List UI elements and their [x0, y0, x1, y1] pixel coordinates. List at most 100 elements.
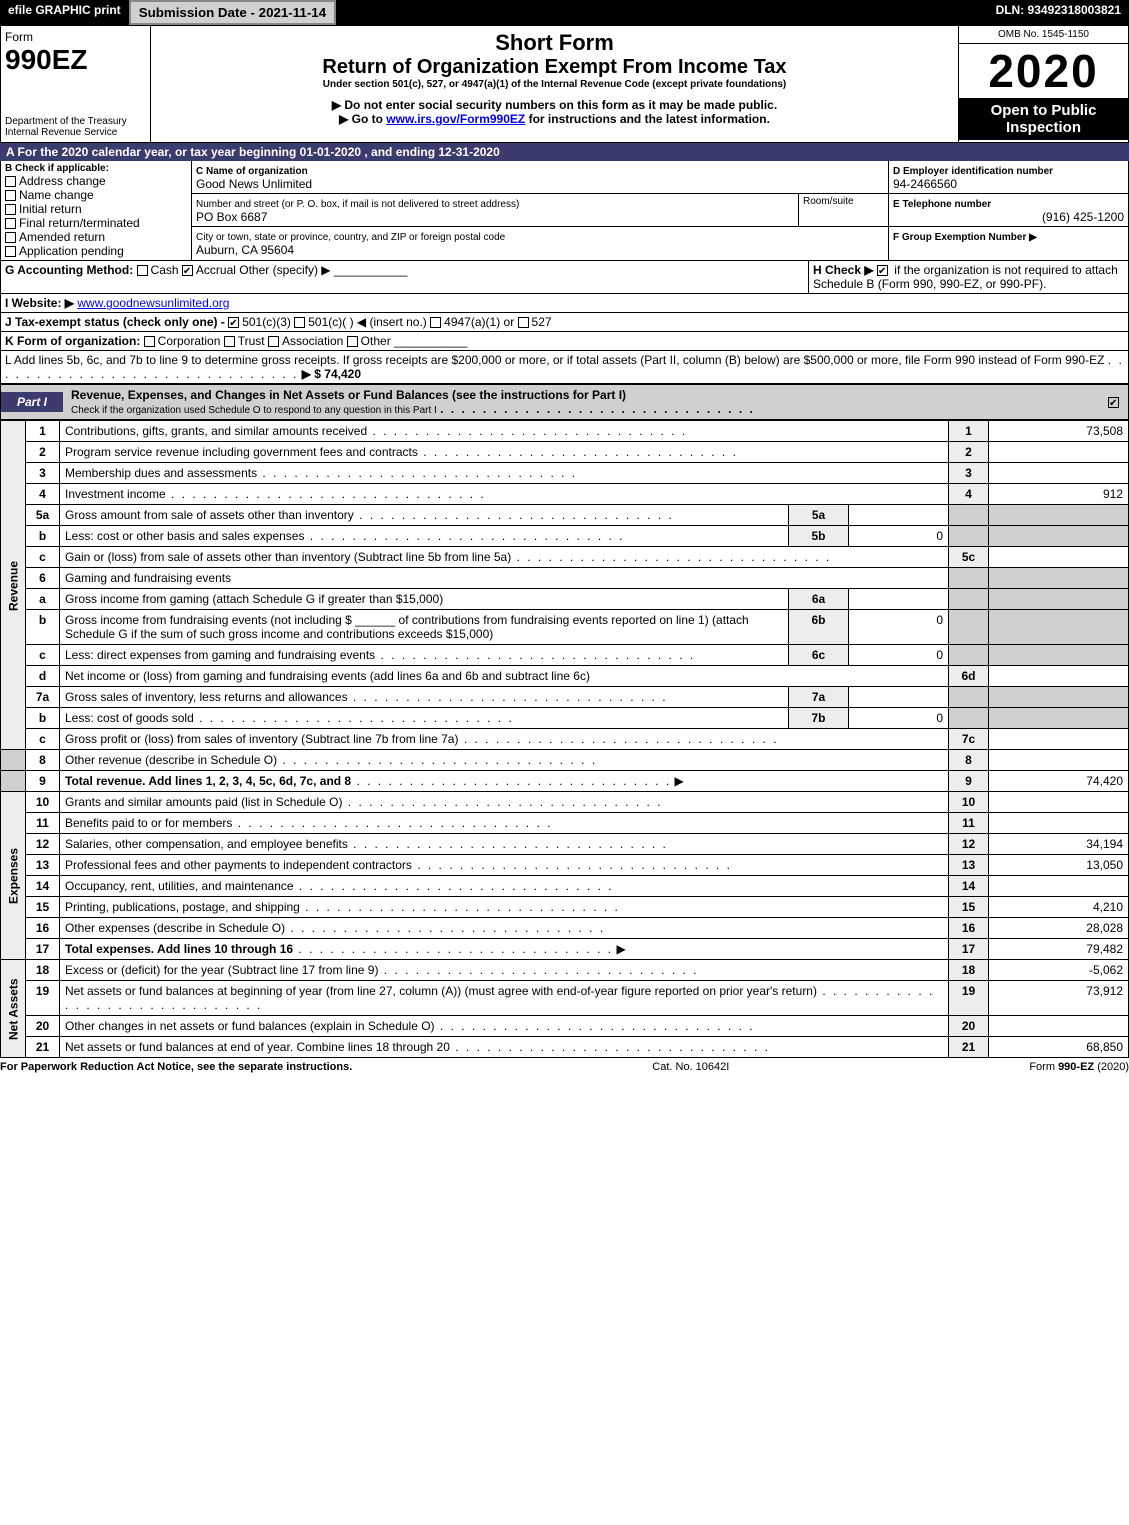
footer-right-prefix: Form: [1029, 1061, 1058, 1073]
footer-right-form: 990-EZ: [1058, 1061, 1094, 1073]
check-corporation[interactable]: [144, 336, 155, 347]
box-b-title: B Check if applicable:: [5, 163, 187, 174]
line-h-prefix: H Check ▶: [813, 263, 874, 277]
check-4947[interactable]: [430, 317, 441, 328]
amt-num: 12: [949, 834, 989, 855]
line-text: Occupancy, rent, utilities, and maintena…: [65, 879, 294, 893]
part1-check-note: Check if the organization used Schedule …: [71, 405, 437, 416]
org-address: PO Box 6687: [196, 210, 267, 224]
line-num: 6: [26, 568, 60, 589]
amt-num: 21: [949, 1037, 989, 1058]
line-text: Other expenses (describe in Schedule O): [65, 921, 285, 935]
part1-table: Revenue 1 Contributions, gifts, grants, …: [0, 420, 1129, 1058]
line-num: b: [26, 526, 60, 547]
short-form-title: Short Form: [155, 30, 954, 56]
sub-num: 6b: [789, 610, 849, 645]
line-num: 20: [26, 1016, 60, 1037]
check-527[interactable]: [518, 317, 529, 328]
check-address-change[interactable]: Address change: [5, 174, 187, 188]
check-name-change[interactable]: Name change: [5, 188, 187, 202]
amt-val: -5,062: [989, 960, 1129, 981]
line-num: 13: [26, 855, 60, 876]
line-num: 12: [26, 834, 60, 855]
check-cash[interactable]: [137, 265, 148, 276]
check-label: Name change: [19, 188, 94, 202]
line-l-text: L Add lines 5b, 6c, and 7b to line 9 to …: [5, 353, 1104, 367]
other-label: Other (specify) ▶: [239, 263, 330, 277]
check-schedule-o-part1[interactable]: [1108, 397, 1119, 408]
ssn-warning: ▶ Do not enter social security numbers o…: [155, 98, 954, 112]
line-4-row: 4 Investment income 4 912: [1, 484, 1129, 505]
amt-val: [989, 750, 1129, 771]
amt-val: 13,050: [989, 855, 1129, 876]
check-501c[interactable]: [294, 317, 305, 328]
header-right: OMB No. 1545-1150 2020 Open to Public In…: [958, 26, 1128, 142]
line-2-row: 2 Program service revenue including gove…: [1, 442, 1129, 463]
org-name: Good News Unlimited: [196, 177, 312, 191]
check-association[interactable]: [268, 336, 279, 347]
line-num: b: [26, 610, 60, 645]
ein-value: 94-2466560: [893, 177, 957, 191]
sub-val: 0: [849, 645, 949, 666]
amt-num: 6d: [949, 666, 989, 687]
check-other-org[interactable]: [347, 336, 358, 347]
opt-trust: Trust: [238, 334, 265, 348]
amt-val: 73,912: [989, 981, 1129, 1016]
header-center: Short Form Return of Organization Exempt…: [151, 26, 958, 142]
part1-tab: Part I: [1, 392, 63, 412]
sub-val: 0: [849, 526, 949, 547]
page-footer: For Paperwork Reduction Act Notice, see …: [0, 1058, 1129, 1073]
amt-num: 4: [949, 484, 989, 505]
line-num: b: [26, 708, 60, 729]
goto-prefix: ▶ Go to: [339, 112, 386, 126]
check-application-pending[interactable]: Application pending: [5, 244, 187, 258]
line-num: 15: [26, 897, 60, 918]
submission-date-button[interactable]: Submission Date - 2021-11-14: [129, 0, 336, 25]
check-trust[interactable]: [224, 336, 235, 347]
line-6d-row: d Net income or (loss) from gaming and f…: [1, 666, 1129, 687]
check-final-return[interactable]: Final return/terminated: [5, 216, 187, 230]
line-text: Less: cost or other basis and sales expe…: [65, 529, 304, 543]
line-text: Total revenue. Add lines 1, 2, 3, 4, 5c,…: [65, 774, 351, 788]
amt-num: 9: [949, 771, 989, 792]
amt-val: [989, 666, 1129, 687]
line-num: 1: [26, 421, 60, 442]
open-to-public: Open to Public Inspection: [959, 98, 1128, 140]
website-link[interactable]: www.goodnewsunlimited.org: [77, 296, 229, 310]
cash-label: Cash: [151, 263, 179, 277]
line-11-row: 11 Benefits paid to or for members 11: [1, 813, 1129, 834]
amt-val: 4,210: [989, 897, 1129, 918]
check-accrual[interactable]: [182, 265, 193, 276]
subtitle: Under section 501(c), 527, or 4947(a)(1)…: [155, 79, 954, 90]
sub-val: [849, 687, 949, 708]
check-amended-return[interactable]: Amended return: [5, 230, 187, 244]
line-num: c: [26, 729, 60, 750]
amt-val: [989, 1016, 1129, 1037]
line-text: Printing, publications, postage, and shi…: [65, 900, 300, 914]
check-initial-return[interactable]: Initial return: [5, 202, 187, 216]
line-num: c: [26, 547, 60, 568]
check-schedule-b[interactable]: [877, 265, 888, 276]
line-21-row: 21 Net assets or fund balances at end of…: [1, 1037, 1129, 1058]
amt-val: [989, 463, 1129, 484]
amt-val: 912: [989, 484, 1129, 505]
line-text-1: Gross income from fundraising events (no…: [65, 613, 352, 627]
accrual-label: Accrual: [196, 263, 236, 277]
omb-number: OMB No. 1545-1150: [959, 26, 1128, 44]
opt-4947: 4947(a)(1) or: [444, 315, 514, 329]
line-5a-row: 5a Gross amount from sale of assets othe…: [1, 505, 1129, 526]
line-10-row: Expenses 10 Grants and similar amounts p…: [1, 792, 1129, 813]
line-5b-row: b Less: cost or other basis and sales ex…: [1, 526, 1129, 547]
revenue-vlabel: Revenue: [1, 421, 26, 750]
line-16-row: 16 Other expenses (describe in Schedule …: [1, 918, 1129, 939]
irs-link[interactable]: www.irs.gov/Form990EZ: [386, 112, 525, 126]
amt-val: 68,850: [989, 1037, 1129, 1058]
amt-num: 7c: [949, 729, 989, 750]
line-text: Gaming and fundraising events: [60, 568, 949, 589]
line-num: a: [26, 589, 60, 610]
line-text: Investment income: [65, 487, 166, 501]
check-501c3[interactable]: [228, 317, 239, 328]
amt-val: [989, 547, 1129, 568]
box-f-label: F Group Exemption Number ▶: [893, 232, 1037, 243]
line-text: Total expenses. Add lines 10 through 16: [65, 942, 293, 956]
